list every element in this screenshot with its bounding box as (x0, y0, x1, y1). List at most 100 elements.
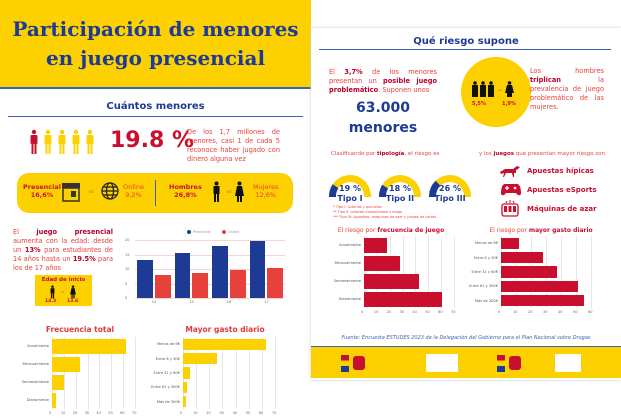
legend-label: Online (228, 230, 240, 234)
female-icon (505, 81, 514, 97)
gridline (135, 298, 285, 299)
source-note: Fuente: Encuesta ESTUDES 2023 de la Dele… (341, 335, 591, 341)
coat-of-arms-icon (509, 356, 521, 370)
male-icon (50, 285, 55, 299)
gridline (364, 236, 365, 308)
big-percent: 19.8 % (110, 128, 194, 153)
edad-inicio-title: Edad de inicio (41, 277, 86, 283)
bar (52, 374, 64, 390)
category-label: Anualmente (339, 243, 361, 247)
mujeres-value: 1,9% (502, 101, 516, 107)
chart-title: Frecuencia total (45, 325, 115, 334)
bar (212, 245, 228, 298)
ministry-logo-box (555, 354, 581, 372)
tick-label: 10 (60, 411, 66, 415)
title-banner: Participación de menores en juego presenc… (0, 0, 311, 89)
gridline (87, 337, 89, 409)
category-label: Entre 31 y 60€ (153, 371, 180, 375)
tick-label: 40 (96, 411, 101, 415)
category-label: Entre 6 y 30€ (155, 356, 180, 361)
tick-label: 60 (438, 310, 443, 314)
gauge-value: 19 % (339, 184, 361, 193)
gridline (135, 283, 285, 285)
footnote: ** Tipo II: Loterías instantáneas y bing… (333, 210, 403, 214)
right-panel: Qué riesgo supone El 3,7% de los menores… (311, 28, 621, 380)
bar (192, 273, 208, 298)
bar (501, 280, 578, 293)
tick-label: 17 (264, 300, 269, 304)
tick-label: 20 (386, 310, 392, 314)
bar (364, 237, 388, 253)
edad-mujer: 13.6 (67, 299, 79, 304)
presencial-label: Presencial (23, 183, 61, 191)
tick-label: 0 (361, 310, 364, 314)
bar (52, 356, 81, 372)
online-label: Online (123, 183, 144, 191)
bar (267, 268, 283, 298)
three-males-icon (472, 81, 494, 97)
age-text: El juego presencial aumenta con la edad:… (13, 228, 113, 272)
tipologia-text: Clasificando por tipología, el riesgo es (331, 151, 440, 157)
gridline (135, 269, 285, 270)
gridline (135, 254, 285, 256)
chart-title: El riesgo por mayor gasto diario (489, 227, 593, 234)
hombres-label: Hombres (169, 183, 202, 191)
mujeres-stat: Mujeres 12,6% (253, 183, 278, 199)
tick-label: 0 (180, 411, 183, 415)
bar (183, 338, 266, 350)
mujeres-label: Mujeres (253, 183, 279, 191)
vs-label: vs (498, 88, 502, 92)
hombres-stat: Hombres 26,8% (169, 183, 202, 199)
female-icon (235, 181, 244, 202)
frequency-chart: 0 10 20 30 40 50 60 70 Anualmente Mensualmente Sem… (10, 337, 140, 417)
gridline (389, 236, 391, 308)
tick-label: 0 (125, 296, 128, 300)
divider (319, 49, 611, 50)
risk-spending-chart: 0 10 20 30 40 50 60 Menos de 6€ Entre 6 y 30€ Ent… (466, 236, 596, 316)
game-item: Máquinas de azar (527, 205, 597, 213)
tick-label: 0 (498, 310, 501, 314)
chart-title: Mayor gasto diario (185, 325, 265, 334)
footnote: *** Tipo III: Apuestas, máquinas de azar… (333, 215, 437, 219)
gridline (75, 337, 77, 409)
bar (154, 274, 171, 298)
big-number: 63.000 menores (329, 98, 437, 138)
gridline (261, 337, 263, 409)
presencial-value: 16,6% (30, 191, 54, 199)
left-panel: Participación de menores en juego presenc… (0, 0, 311, 417)
tick-label: 10 (125, 267, 130, 271)
ministry-logo-box (426, 354, 458, 372)
gridline (591, 236, 592, 308)
bar (52, 338, 126, 354)
gauge-label: Tipo I (337, 194, 363, 203)
games-text: y los juegos que presentan mayor riesgo … (479, 151, 606, 157)
divider (155, 180, 156, 206)
bar (364, 291, 443, 307)
gridline (63, 337, 65, 409)
category-label: Mensualmente (334, 261, 361, 265)
bar (249, 240, 266, 298)
bar (364, 255, 400, 271)
mujeres-value: 12,6% (255, 191, 277, 199)
tick-label: 10 (513, 310, 518, 314)
category-label: Entre 6 y 30€ (473, 255, 498, 260)
gauge-label: Tipo II (385, 194, 415, 203)
footer-logos (311, 346, 621, 378)
tick-label: 15 (125, 252, 130, 257)
tick-label: 20 (206, 411, 211, 415)
category-label: Menos de 6€ (474, 241, 498, 246)
category-label: Semanalmente (21, 380, 49, 384)
gridline (441, 236, 443, 308)
tick-label: 0 (49, 411, 52, 415)
gender-circle: vs 5,5% 1,9% (461, 57, 531, 127)
gauge-value: 18 % (389, 184, 411, 193)
bar (52, 392, 57, 408)
tick-label: 20 (125, 238, 130, 242)
category-label: Más de 300€ (156, 399, 180, 404)
gridline (123, 337, 125, 409)
tick-label: 30 (543, 310, 548, 314)
bar (183, 367, 191, 379)
category-label: Entre 61 y 300€ (151, 385, 180, 390)
tick-label: 5 (125, 281, 128, 286)
gridline (402, 236, 404, 308)
